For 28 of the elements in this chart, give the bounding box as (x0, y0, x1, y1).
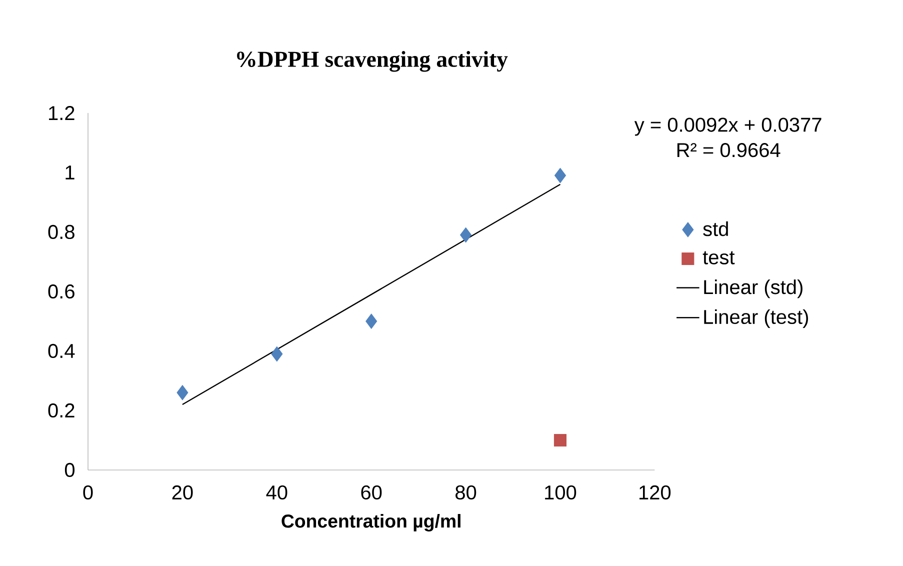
point (554, 168, 566, 184)
y-tick-label: 0.6 (48, 284, 74, 299)
point (271, 346, 283, 362)
text: R² = 0.9664 (677, 143, 780, 158)
x-tick-label: 80 (456, 485, 476, 500)
legend-label: test (702, 251, 735, 264)
x-tick-label: 100 (545, 485, 576, 500)
y-tick-label: 0 (64, 462, 75, 478)
y-tick-label: 1 (66, 166, 74, 180)
legend-label: std (703, 221, 728, 236)
y-tick-label: 0.2 (48, 403, 74, 418)
x-tick-label: 120 (640, 485, 671, 500)
x-tick-label: 40 (266, 485, 288, 500)
point (176, 385, 188, 400)
legend-label: Linear (std) (704, 280, 802, 298)
y-tick-label: 1.2 (49, 106, 74, 120)
chart-title: %DPPH scavenging activity (237, 50, 508, 72)
x-tick-label: 60 (361, 485, 382, 500)
point (554, 434, 566, 447)
y-tick-label: 0.8 (48, 224, 74, 240)
x-tick-label: 0 (83, 485, 93, 500)
point (366, 314, 378, 329)
x-axis-title: Concentration µg/ml (282, 514, 460, 532)
legend-label: Linear (test) (704, 309, 808, 328)
annotation: y = 0.0092x + 0.0377 (634, 118, 822, 136)
x-tick-label: 20 (172, 485, 193, 500)
point (460, 227, 472, 243)
y-tick-label: 0.4 (48, 344, 75, 358)
